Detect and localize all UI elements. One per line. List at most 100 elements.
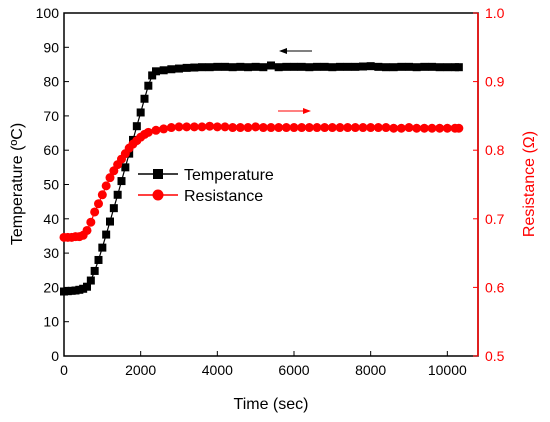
temperature-data-point — [221, 62, 229, 71]
temperature-data-point — [305, 63, 314, 72]
resistance-data-point — [335, 123, 345, 133]
temperature-data-point — [159, 66, 168, 75]
resistance-data-point — [205, 121, 215, 131]
resistance-data-point — [151, 125, 161, 135]
temperature-axis-arrow — [279, 48, 312, 54]
temperature-data-point — [90, 266, 99, 275]
legend: Temperature Resistance — [138, 167, 274, 205]
temperature-data-point — [109, 204, 118, 213]
resistance-data-point — [404, 123, 414, 133]
resistance-data-point — [454, 123, 464, 133]
temperature-data-point — [397, 62, 406, 71]
resistance-data-point — [442, 123, 452, 133]
y-left-tick-label: 0 — [51, 348, 59, 364]
temperature-data-point — [336, 62, 344, 71]
resistance-data-point — [101, 181, 111, 191]
y-left-tick-label: 20 — [43, 279, 59, 295]
legend-label-temperature: Temperature — [184, 167, 274, 184]
x-tick-label: 0 — [60, 362, 68, 378]
resistance-data-point — [243, 123, 253, 133]
temperature-data-point — [282, 62, 291, 71]
resistance-data-point — [435, 123, 445, 133]
temperature-data-point — [351, 62, 360, 71]
resistance-data-point — [343, 123, 353, 133]
resistance-data-point — [182, 122, 192, 132]
temperature-data-point — [86, 276, 95, 285]
temperature-data-point — [94, 255, 103, 264]
resistance-data-point — [289, 123, 299, 133]
resistance-data-point — [94, 199, 103, 209]
temperature-data-point — [428, 62, 436, 71]
temperature-data-point — [290, 62, 298, 71]
x-tick-label: 10000 — [428, 362, 467, 378]
temperature-data-point — [117, 177, 126, 186]
temperature-data-point — [152, 67, 160, 76]
temperature-data-point — [205, 63, 214, 72]
y-right-tick-label: 0.9 — [485, 74, 505, 90]
resistance-data-point — [350, 123, 360, 133]
x-tick-label: 2000 — [125, 362, 156, 378]
resistance-data-point — [304, 123, 314, 133]
temperature-data-point — [251, 62, 260, 71]
y-right-tick-label: 0.6 — [485, 279, 505, 295]
resistance-data-point — [105, 173, 115, 183]
y-left-tick-label: 70 — [43, 108, 59, 124]
resistance-data-point — [86, 217, 96, 227]
resistance-data-point — [373, 123, 383, 133]
temperature-data-point — [175, 64, 183, 73]
temperature-data-point — [259, 63, 268, 72]
resistance-data-point — [297, 123, 307, 133]
resistance-data-point — [258, 123, 268, 133]
temperature-data-point — [366, 62, 375, 71]
temperature-data-point — [443, 63, 452, 72]
temperature-data-point — [274, 63, 283, 72]
temperature-data-point — [167, 65, 176, 74]
x-tick-label: 8000 — [355, 362, 386, 378]
temperature-data-point — [132, 122, 141, 131]
temperature-data-point — [412, 63, 421, 72]
y-axis-title-left: Temperature (ºC) — [9, 123, 26, 245]
temperature-data-point — [359, 62, 367, 71]
resistance-data-point — [419, 123, 429, 133]
temperature-data-point — [190, 63, 199, 72]
temperature-data-point — [382, 63, 390, 72]
resistance-data-point — [159, 124, 169, 134]
y-right-tick-label: 0.8 — [485, 142, 505, 158]
temperature-data-point — [136, 108, 145, 117]
y-left-tick-label: 60 — [43, 142, 59, 158]
y-left-tick-label: 40 — [43, 211, 59, 227]
resistance-data-point — [166, 123, 176, 133]
resistance-data-point — [412, 123, 422, 133]
resistance-data-point — [174, 122, 184, 132]
y-left-tick-label: 10 — [43, 314, 59, 330]
temperature-data-point — [102, 230, 111, 239]
resistance-data-point — [90, 207, 100, 217]
temperature-data-point — [98, 243, 107, 252]
resistance-data-point — [82, 225, 92, 235]
resistance-data-point — [281, 123, 291, 133]
temperature-data-point — [297, 62, 306, 71]
temperature-data-point — [328, 63, 337, 72]
resistance-data-point — [266, 123, 276, 133]
resistance-data-point — [312, 123, 322, 133]
temperature-data-point — [244, 63, 252, 72]
y-left-tick-label: 100 — [36, 5, 60, 21]
temperature-data-point — [140, 94, 149, 103]
resistance-data-point — [251, 122, 261, 132]
x-axis-title: Time (sec) — [234, 396, 309, 413]
temperature-data-point — [106, 217, 114, 226]
legend-item-resistance: Resistance — [138, 188, 263, 205]
temperature-data-point — [236, 62, 245, 71]
temperature-data-point — [343, 62, 352, 71]
temperature-data-point — [144, 81, 153, 90]
temperature-data-point — [121, 163, 130, 172]
temperature-data-point — [182, 63, 191, 72]
resistance-data-point — [143, 127, 153, 137]
temperature-data-point — [454, 63, 463, 72]
y-axis-title-right: Resistance (Ω) — [521, 131, 538, 237]
temperature-data-point — [374, 62, 383, 71]
temperature-data-point — [267, 61, 275, 70]
temperature-data-point — [228, 63, 237, 72]
y-right-tick-label: 1.0 — [485, 5, 505, 21]
x-tick-label: 6000 — [278, 362, 309, 378]
